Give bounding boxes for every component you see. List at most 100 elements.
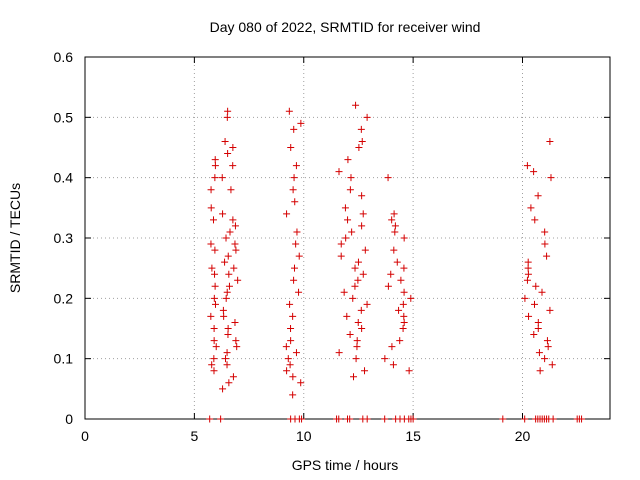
data-point xyxy=(354,258,362,266)
data-point xyxy=(541,355,549,363)
data-point xyxy=(384,174,392,182)
data-point xyxy=(285,107,293,115)
data-point xyxy=(211,270,219,278)
data-point xyxy=(541,228,549,236)
data-point xyxy=(290,174,298,182)
data-point xyxy=(282,343,290,351)
data-points xyxy=(206,101,586,423)
data-point xyxy=(224,107,232,115)
y-tick-label: 0.3 xyxy=(54,230,74,246)
data-point xyxy=(224,325,232,332)
data-point xyxy=(224,252,232,260)
data-point xyxy=(361,367,369,375)
data-point xyxy=(219,306,227,314)
data-point xyxy=(578,415,586,423)
data-point xyxy=(534,192,542,200)
data-point xyxy=(546,137,554,145)
y-tick-label: 0.6 xyxy=(54,49,74,65)
data-point xyxy=(224,331,232,339)
data-point xyxy=(349,294,357,302)
data-point xyxy=(363,113,371,121)
data-point xyxy=(538,288,546,296)
data-point xyxy=(341,204,349,212)
data-point xyxy=(353,343,361,351)
data-point xyxy=(223,361,231,369)
data-point xyxy=(211,174,219,182)
data-point xyxy=(290,276,298,284)
data-point xyxy=(210,337,218,345)
data-point xyxy=(499,415,507,423)
data-point xyxy=(219,210,227,218)
data-point xyxy=(211,162,219,170)
data-point xyxy=(221,258,229,266)
data-point xyxy=(407,294,415,302)
data-point xyxy=(396,337,404,345)
data-point xyxy=(219,385,227,393)
data-point xyxy=(287,337,295,345)
data-point xyxy=(358,192,366,200)
data-point xyxy=(210,355,218,363)
data-point xyxy=(295,252,303,260)
data-point xyxy=(348,228,356,236)
data-point xyxy=(225,379,233,387)
data-point xyxy=(292,349,300,357)
data-point xyxy=(354,318,362,326)
data-point xyxy=(400,288,408,296)
data-point xyxy=(409,415,417,423)
data-point xyxy=(346,415,354,423)
data-point xyxy=(363,415,371,423)
y-tick-label: 0.4 xyxy=(54,170,74,186)
data-point xyxy=(400,318,408,326)
data-point xyxy=(286,361,294,369)
data-point xyxy=(359,210,367,218)
data-point xyxy=(532,282,540,290)
data-point xyxy=(521,294,529,302)
data-point xyxy=(346,331,354,339)
data-point xyxy=(363,300,371,308)
data-point xyxy=(524,264,532,272)
data-point xyxy=(229,144,237,151)
data-point xyxy=(350,373,358,381)
data-point xyxy=(388,216,396,224)
data-point xyxy=(384,282,392,290)
data-point xyxy=(232,246,240,254)
data-point xyxy=(211,246,219,254)
y-tick-label: 0 xyxy=(65,411,73,427)
data-point xyxy=(346,186,354,194)
data-point xyxy=(530,168,538,176)
data-point xyxy=(390,210,398,218)
data-point xyxy=(283,367,291,375)
data-point xyxy=(534,325,542,332)
data-point xyxy=(340,288,348,296)
data-point xyxy=(295,288,303,296)
data-point xyxy=(530,300,538,308)
data-point xyxy=(381,415,389,423)
data-point xyxy=(355,144,363,151)
data-point xyxy=(207,186,215,194)
data-point xyxy=(351,264,359,272)
y-tick-label: 0.2 xyxy=(54,290,74,306)
data-point xyxy=(387,270,395,278)
data-point xyxy=(535,349,543,357)
data-point xyxy=(217,415,225,423)
data-point xyxy=(207,204,215,212)
data-point xyxy=(400,312,408,320)
data-point xyxy=(543,337,551,345)
data-point xyxy=(546,306,554,314)
data-point xyxy=(218,174,226,182)
data-point xyxy=(222,355,230,363)
data-point xyxy=(210,294,218,302)
data-point xyxy=(400,264,408,272)
data-point xyxy=(209,216,217,224)
data-point xyxy=(207,312,215,320)
data-point xyxy=(229,216,237,224)
data-point xyxy=(524,258,532,266)
chart-title: Day 080 of 2022, SRMTID for receiver win… xyxy=(210,19,481,35)
data-point xyxy=(225,270,233,278)
data-point xyxy=(226,228,234,236)
data-point xyxy=(229,162,237,170)
x-tick-label: 5 xyxy=(190,428,198,444)
data-point xyxy=(347,174,355,182)
